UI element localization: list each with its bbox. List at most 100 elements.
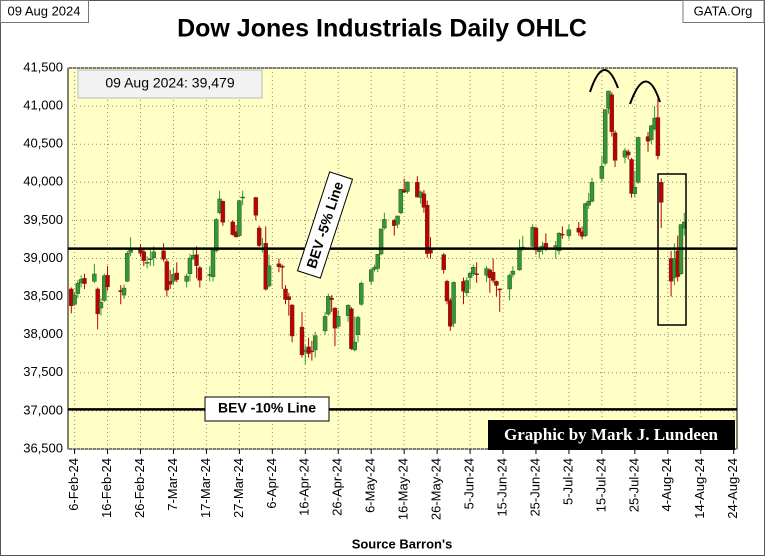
- x-tick-label: 16-May-24: [396, 458, 411, 520]
- candle-body: [441, 254, 446, 270]
- chart-title: Dow Jones Industrials Daily OHLC: [177, 15, 587, 43]
- bev10-box: [204, 396, 330, 422]
- x-tick-label: 6-Feb-24: [66, 458, 81, 511]
- x-tick-label: 16-Apr-24: [297, 458, 312, 516]
- candle-body: [474, 273, 479, 275]
- candle-body: [253, 197, 259, 216]
- candle-body: [322, 316, 328, 332]
- candle-body: [425, 204, 430, 254]
- candle-body: [161, 250, 166, 260]
- candle-body: [144, 262, 150, 264]
- candle-body: [220, 201, 226, 223]
- bev10-label: BEV -10% Line: [218, 400, 316, 416]
- x-tick-label: 25-Jun-24: [527, 458, 542, 517]
- candle-body: [75, 282, 81, 294]
- candle-body: [197, 267, 203, 281]
- candle-body: [102, 275, 107, 301]
- x-tick-label: 25-Jul-24: [626, 458, 641, 512]
- candle-body: [382, 219, 387, 229]
- candle-body: [349, 308, 354, 349]
- x-tick-label: 6-May-24: [363, 458, 378, 513]
- site-box: [682, 0, 765, 23]
- candle-body: [464, 280, 469, 293]
- candle-body: [148, 258, 153, 261]
- bev5-box: [296, 171, 354, 279]
- candle-body: [167, 281, 173, 285]
- x-tick-label: 5-Jul-24: [560, 458, 575, 505]
- candle-body: [98, 302, 104, 309]
- candle-body: [82, 278, 87, 284]
- date-label: 09 Aug 2024: [7, 3, 80, 18]
- x-tick-label: 14-Aug-24: [692, 458, 707, 519]
- candle-body: [256, 227, 262, 246]
- candle-body: [151, 251, 156, 258]
- x-tick-label: 5-Jun-24: [461, 458, 476, 509]
- candle-body: [444, 281, 450, 302]
- candle-body: [398, 189, 404, 213]
- candle-body: [359, 282, 364, 305]
- x-tick-label: 15-Jun-24: [494, 458, 509, 517]
- y-tick-label: 39,500: [23, 212, 63, 227]
- x-axis-label: Source Barron's: [352, 536, 453, 551]
- candle-body: [92, 273, 97, 282]
- candle-body: [602, 109, 608, 164]
- candle-body: [609, 94, 614, 132]
- candle-body: [72, 294, 77, 305]
- candle-body: [467, 273, 473, 278]
- candle-body: [612, 132, 618, 161]
- candle-body: [214, 219, 219, 252]
- candle-body: [626, 151, 631, 156]
- candle-body: [415, 182, 420, 198]
- candle-body: [280, 265, 285, 268]
- x-tick-label: 26-Apr-24: [330, 458, 345, 516]
- x-tick-label: 27-Mar-24: [231, 458, 246, 518]
- y-tick-label: 36,500: [23, 440, 63, 455]
- candle-body: [312, 335, 318, 351]
- candle-body: [141, 251, 146, 261]
- candle-body: [286, 296, 292, 300]
- x-tick-label: 16-Feb-24: [99, 458, 114, 518]
- candle-body: [105, 275, 110, 288]
- info-box: [77, 69, 263, 99]
- source-site: GATA.Org: [694, 3, 753, 18]
- candle-body: [194, 254, 199, 266]
- y-tick-label: 39,000: [23, 250, 63, 265]
- y-tick-label: 38,500: [23, 288, 63, 303]
- candle-body: [378, 228, 384, 255]
- candle-body: [395, 215, 400, 225]
- x-tick-label: 24-Aug-24: [725, 458, 740, 519]
- x-tick-label: 26-May-24: [429, 458, 444, 520]
- candle-body: [629, 159, 634, 194]
- candle-body: [586, 200, 591, 206]
- candle-body: [566, 229, 572, 236]
- candle-body: [560, 233, 565, 236]
- candle-body: [355, 317, 361, 335]
- candle-body: [121, 287, 127, 296]
- y-tick-label: 37,000: [23, 402, 63, 417]
- top-arc: [629, 80, 661, 105]
- x-tick-label: 26-Feb-24: [132, 458, 147, 518]
- candle-body: [649, 125, 654, 140]
- candle-body: [276, 263, 282, 267]
- candle-body: [329, 297, 334, 300]
- candle-body: [556, 233, 562, 252]
- candle-body: [306, 346, 311, 354]
- candle-body: [299, 326, 305, 356]
- y-tick-label: 40,000: [23, 174, 63, 189]
- candle-body: [375, 254, 380, 269]
- x-tick-label: 17-Mar-24: [198, 458, 213, 518]
- x-tick-label: 7-Mar-24: [165, 458, 180, 511]
- candle-body: [184, 275, 189, 282]
- y-tick-label: 41,500: [23, 59, 63, 74]
- candle-body: [289, 304, 295, 337]
- candle-body: [583, 203, 588, 236]
- credit-box: [488, 420, 735, 450]
- x-tick-label: 4-Aug-24: [659, 458, 674, 511]
- candle-body: [174, 272, 179, 280]
- candle-body: [497, 288, 502, 291]
- candle-body: [655, 117, 661, 156]
- candle-body: [471, 266, 476, 274]
- candle-body: [494, 281, 499, 286]
- y-tick-label: 37,500: [23, 364, 63, 379]
